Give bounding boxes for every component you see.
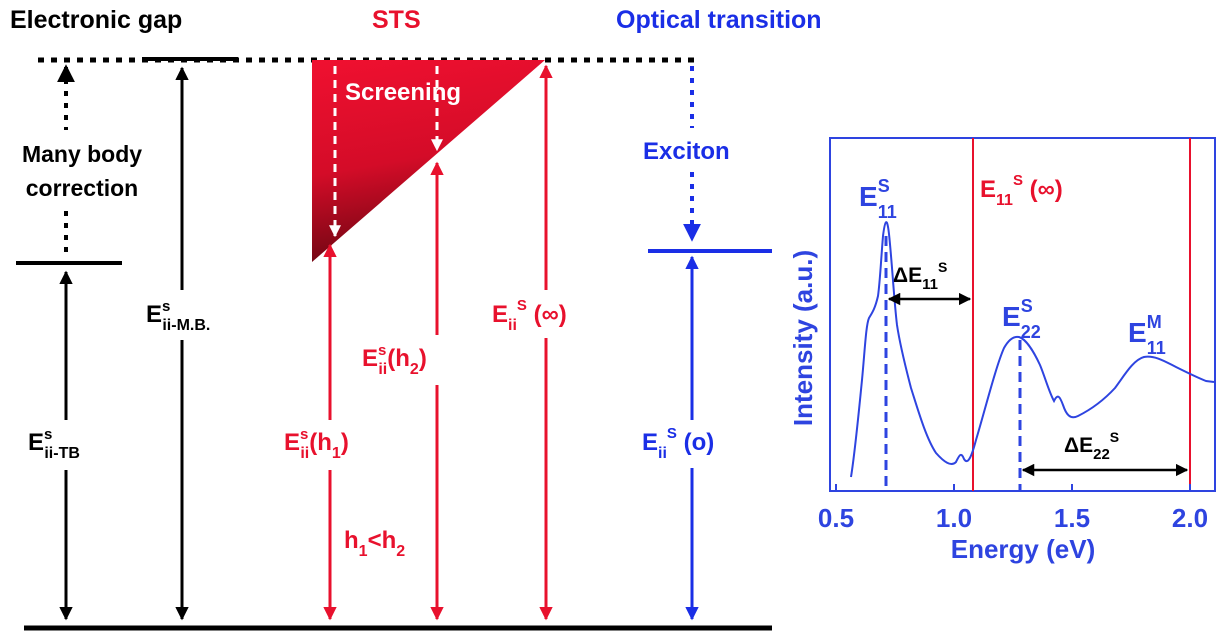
spectrum-curve xyxy=(850,221,1215,478)
y-axis-label: Intensity (a.u.) xyxy=(788,250,818,426)
h1-label-bg xyxy=(284,420,384,470)
delta-e11-label: ΔE11S xyxy=(893,259,947,293)
h-compare-label: h1<h2 xyxy=(344,527,405,560)
e11s-inf-label: E11S (∞) xyxy=(980,172,1063,209)
x-tick-label-1.5: 1.5 xyxy=(1054,503,1090,533)
mb-label-bg xyxy=(140,290,268,340)
screening-triangle xyxy=(312,60,545,262)
inf-energy-label: EiiS (∞) xyxy=(492,297,567,334)
h2-label-bg xyxy=(360,335,460,385)
peak-e11s-label: ES 11 xyxy=(859,176,897,222)
header-electronic-gap: Electronic gap xyxy=(10,6,182,34)
mb-energy-label: Es ii-M.B. xyxy=(146,298,210,334)
header-optical-transition: Optical transition xyxy=(616,6,822,34)
inset-frame xyxy=(829,137,1216,492)
h1-energy-label: Es ii(h1) xyxy=(284,426,349,462)
peak-e22s-label: ES 22 xyxy=(1002,296,1041,342)
inset-spectrum: 0.5 1.0 1.5 2.0 Energy (eV) Intensity (a… xyxy=(788,137,1216,564)
many-body-label-line2: correction xyxy=(26,175,138,201)
h-compare-bg xyxy=(342,520,426,564)
screening-label: Screening xyxy=(345,79,461,106)
o-energy-label: EiiS (o) xyxy=(642,425,714,462)
x-tick-label-0.5: 0.5 xyxy=(818,503,854,533)
header-sts: STS xyxy=(372,6,421,34)
x-tick-label-2.0: 2.0 xyxy=(1172,503,1208,533)
tb-label-bg xyxy=(22,420,114,470)
x-axis-ticks xyxy=(835,484,1191,491)
tb-energy-label: Es ii-TB xyxy=(28,426,80,462)
many-body-label-line1: Many body xyxy=(22,141,142,167)
inf-label-bg xyxy=(490,290,600,338)
exciton-label: Exciton xyxy=(643,138,730,165)
peak-e11m-label: EM 11 xyxy=(1128,312,1166,358)
o-label-bg xyxy=(640,420,746,468)
delta-e22-label: ΔE22S xyxy=(1064,429,1119,463)
many-body-label-bg xyxy=(4,130,164,210)
x-axis-label: Energy (eV) xyxy=(951,534,1096,564)
h2-energy-label: Es ii(h2) xyxy=(362,342,427,378)
x-tick-label-1.0: 1.0 xyxy=(936,503,972,533)
